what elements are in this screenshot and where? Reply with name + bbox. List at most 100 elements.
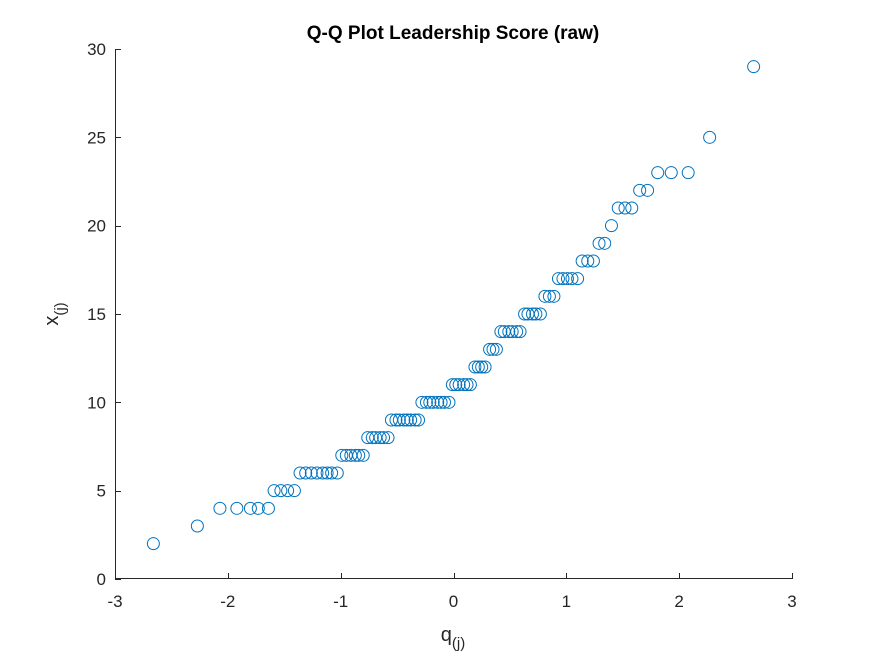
data-point — [190, 519, 204, 533]
x-axis-title-base: q — [441, 624, 452, 646]
y-axis-title: x(j) — [41, 302, 69, 325]
data-point — [274, 484, 288, 498]
data-point — [565, 272, 579, 286]
data-point — [551, 272, 565, 286]
data-point — [529, 307, 543, 321]
y-tick-label: 15 — [87, 305, 106, 324]
data-point — [230, 501, 244, 515]
data-point — [213, 501, 227, 515]
data-point — [304, 466, 318, 480]
data-point — [389, 413, 403, 427]
data-point — [419, 395, 433, 409]
data-point — [486, 342, 500, 356]
data-point — [575, 254, 589, 268]
data-point — [251, 501, 265, 515]
data-point — [335, 448, 349, 462]
data-point — [404, 413, 418, 427]
x-tick-label: -2 — [220, 592, 235, 611]
data-point — [325, 466, 339, 480]
y-axis-title-subscript: (j) — [52, 302, 69, 315]
data-point — [457, 378, 471, 392]
data-point — [475, 360, 489, 374]
data-point — [538, 289, 552, 303]
data-point — [299, 466, 313, 480]
data-point — [437, 395, 451, 409]
data-point — [468, 360, 482, 374]
data-point — [434, 395, 448, 409]
y-tick-label: 0 — [97, 570, 106, 589]
x-tick-label: 2 — [674, 592, 683, 611]
data-point — [348, 448, 362, 462]
data-point — [445, 378, 459, 392]
x-axis-title-subscript: (j) — [452, 635, 465, 652]
data-points — [146, 60, 761, 551]
data-point — [415, 395, 429, 409]
y-tick-label: 25 — [87, 128, 106, 147]
y-axis-title-base: x — [41, 316, 63, 326]
data-point — [320, 466, 334, 480]
data-point — [571, 272, 585, 286]
data-point — [586, 254, 600, 268]
data-point — [556, 272, 570, 286]
data-point — [356, 448, 370, 462]
data-point — [618, 201, 632, 215]
x-tick-label: -3 — [107, 592, 122, 611]
data-point — [452, 378, 466, 392]
data-point — [633, 183, 647, 197]
data-point — [681, 166, 695, 180]
data-point — [510, 325, 524, 339]
x-tick-label: 1 — [562, 592, 571, 611]
data-point — [518, 307, 532, 321]
data-point — [489, 342, 503, 356]
data-point — [463, 378, 477, 392]
data-point — [316, 466, 330, 480]
data-point — [664, 166, 678, 180]
x-tick-label: 3 — [787, 592, 796, 611]
x-tick-label: 0 — [449, 592, 458, 611]
data-point — [310, 466, 324, 480]
data-point — [542, 289, 556, 303]
data-point — [747, 60, 761, 74]
data-point — [494, 325, 508, 339]
data-point — [287, 484, 301, 498]
data-point — [598, 236, 612, 250]
data-point — [703, 130, 717, 144]
data-point — [281, 484, 295, 498]
data-point — [525, 307, 539, 321]
data-point — [592, 236, 606, 250]
data-point — [560, 272, 574, 286]
data-point — [483, 342, 497, 356]
data-point — [533, 307, 547, 321]
data-point — [460, 378, 474, 392]
data-point — [377, 431, 391, 445]
chart-title: Q-Q Plot Leadership Score (raw) — [307, 23, 599, 44]
data-point — [625, 201, 639, 215]
data-point — [471, 360, 485, 374]
data-point — [261, 501, 275, 515]
data-point — [449, 378, 463, 392]
data-point — [611, 201, 625, 215]
data-point — [547, 289, 561, 303]
data-point — [478, 360, 492, 374]
y-tick-label: 30 — [87, 40, 106, 59]
data-point — [392, 413, 406, 427]
data-point — [513, 325, 527, 339]
data-point — [426, 395, 440, 409]
data-point — [330, 466, 344, 480]
data-point — [604, 219, 618, 233]
data-point — [365, 431, 379, 445]
data-point — [146, 537, 160, 551]
data-point — [502, 325, 516, 339]
y-tick-label: 5 — [97, 482, 106, 501]
y-tick-label: 20 — [87, 217, 106, 236]
data-point — [267, 484, 281, 498]
data-point — [431, 395, 445, 409]
data-point — [400, 413, 414, 427]
data-point — [397, 413, 411, 427]
data-point — [505, 325, 519, 339]
data-point — [641, 183, 655, 197]
data-point — [381, 431, 395, 445]
data-point — [408, 413, 422, 427]
